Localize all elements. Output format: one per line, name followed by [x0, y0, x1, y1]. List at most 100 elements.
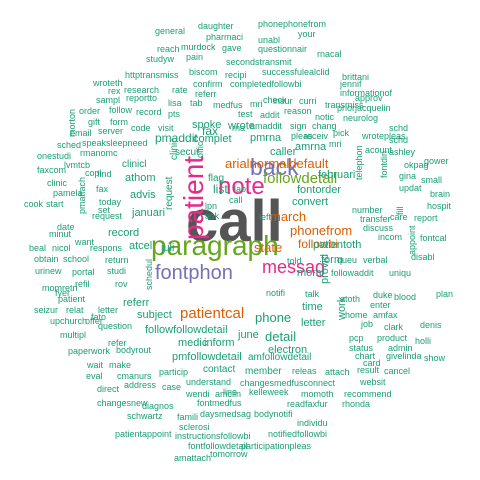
word-atcel: atcel	[129, 240, 153, 252]
word-schwartz: schwartz	[127, 411, 163, 421]
word-gift: gift	[88, 117, 101, 127]
word-patient-small: patient	[58, 294, 86, 304]
word-athom: athom	[125, 172, 156, 184]
word-pmattach: pmattach	[77, 176, 87, 214]
word-set: set	[98, 205, 111, 215]
word-daughter: daughter	[198, 21, 234, 31]
word-sign: sign	[290, 121, 307, 131]
word-fontcal: fontcal	[420, 233, 447, 243]
word-ask: ask	[205, 211, 220, 221]
word-complet: complet	[193, 133, 232, 145]
word-kelleweek: kelleweek	[249, 387, 289, 397]
word-offic: offic	[195, 141, 205, 158]
word-morton: morton	[67, 108, 77, 137]
word-refil: refil	[75, 279, 90, 289]
word-card: card	[363, 358, 381, 368]
word-transmiss: transmiss	[325, 100, 364, 110]
word-urinew: urinew	[35, 266, 62, 276]
word-beal: beal	[29, 243, 47, 253]
word-recipi: recipi	[225, 70, 247, 80]
word-sclerosi: sclerosi	[179, 422, 210, 432]
word-rate: rate	[172, 85, 188, 95]
word-cancel: cancel	[384, 366, 411, 376]
word-confirm: confirm	[193, 79, 223, 89]
word-bodyrout: bodyrout	[116, 345, 152, 355]
word-patientappoint: patientappoint	[115, 429, 172, 439]
word-general: general	[155, 26, 186, 36]
word-gower: gower	[424, 156, 449, 166]
word-cook: cook	[24, 199, 44, 209]
word-research: research	[124, 85, 160, 95]
word-fontdin: fontdin	[379, 150, 389, 178]
word-questionnair: questionnair	[258, 44, 308, 54]
word-provid: provid	[319, 254, 331, 284]
word-pmfollowdetail: pmfollowdetail	[172, 351, 242, 363]
word-changesmedfusconnect: changesmedfusconnect	[240, 378, 336, 388]
word-diagnos: diagnos	[142, 401, 174, 411]
word-rex: rex	[108, 86, 121, 96]
word-code: code	[131, 123, 151, 133]
word-phone: phone	[255, 310, 292, 325]
word-talk: talk	[305, 289, 320, 299]
word-neurolog: neurolog	[343, 113, 379, 123]
word-amaddit: amaddit	[250, 121, 283, 131]
word-wait: wait	[87, 360, 104, 370]
word-start: start	[46, 199, 64, 209]
word-email: email	[70, 128, 92, 138]
word-ashley: ashley	[389, 147, 416, 157]
word-messag: messag	[262, 257, 326, 277]
word-telephon: telephon	[354, 145, 364, 180]
word-admin: admin	[388, 343, 413, 353]
word-pain: pain	[186, 52, 204, 62]
word-appoint: appoint	[407, 225, 417, 255]
word-direct: direct	[97, 384, 120, 394]
word-reportto: reportto	[126, 93, 158, 103]
word-school: school	[63, 254, 90, 264]
word-pick: pick	[333, 128, 350, 138]
word-bodynotifi: bodynotifi	[254, 409, 293, 419]
word-notifiedfollowbi: notifiedfollowbi	[268, 429, 328, 439]
word-particip: particip	[159, 367, 189, 377]
word-februari: februari	[318, 169, 356, 181]
word-flag: flag	[208, 173, 225, 184]
word-denis: denis	[420, 320, 442, 330]
word-fontorder: fontorder	[297, 184, 342, 196]
word-march: march	[270, 209, 307, 224]
word-approv: approv	[355, 93, 383, 103]
word-januari: januari	[132, 207, 166, 219]
word-clark: clark	[384, 322, 404, 332]
word-rna: rna	[232, 123, 246, 133]
word-rnacal: rnacal	[317, 49, 342, 59]
word-attach: attach	[325, 367, 350, 377]
word-fontfollowdetail: fontfollowdetail	[188, 441, 248, 451]
word-contact: contact	[203, 364, 236, 375]
word-fato: fato	[91, 312, 107, 322]
word-return: return	[105, 255, 129, 265]
word-server: server	[98, 126, 124, 136]
word-order: order	[79, 106, 101, 116]
word-individu: individu	[297, 418, 328, 428]
word-mom: mom	[297, 267, 322, 279]
word-referr: referr	[123, 297, 150, 309]
word-readfaxfur: readfaxfur	[287, 399, 328, 409]
word-inform: inform	[204, 337, 235, 349]
word-nicol: nicol	[52, 243, 71, 253]
word-find: find	[97, 169, 112, 179]
word-schedul: schedul	[144, 258, 154, 290]
word-small: small	[421, 175, 443, 185]
word-offer: offer	[85, 316, 103, 326]
word-understand: understand	[186, 377, 232, 387]
word-insur: insur	[273, 96, 293, 106]
word-givelinda: givelinda	[386, 351, 422, 361]
word-paragraph: paragraph	[151, 230, 279, 261]
word-question: question	[98, 321, 133, 331]
word-medfus: medfus	[213, 100, 243, 110]
word-duke: duke	[373, 290, 393, 300]
word-member: member	[245, 366, 282, 377]
word-eval: eval	[86, 371, 103, 381]
word-spoke: spoke	[192, 119, 222, 131]
word-test: test	[238, 109, 253, 119]
word-famili: famili	[177, 412, 199, 422]
word-momretri: momretri	[42, 283, 78, 293]
word-status: status	[349, 343, 374, 353]
